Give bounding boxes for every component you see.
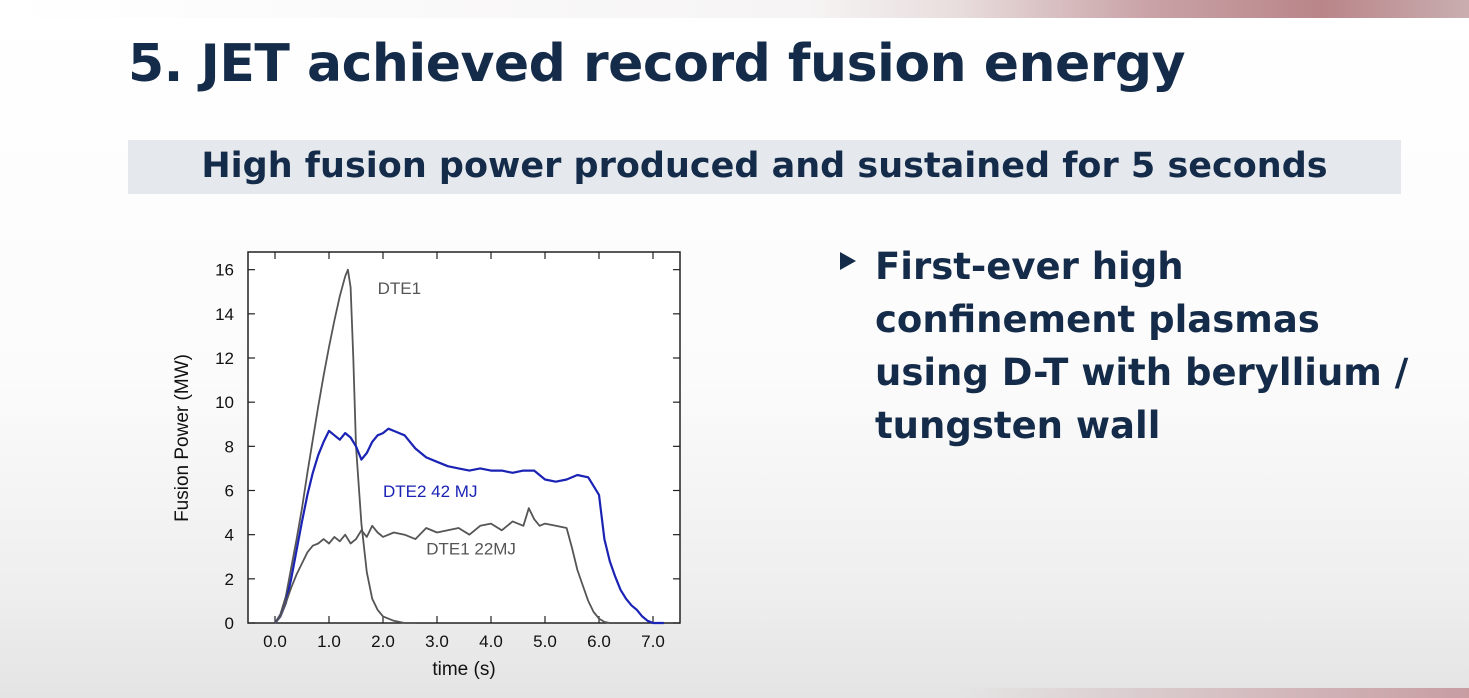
top-decorative-band <box>0 0 1469 18</box>
y-tick-label: 12 <box>215 349 234 368</box>
slide-subtitle: High fusion power produced and sustained… <box>201 146 1328 186</box>
annotations: DTE1 DTE2 42 MJ DTE1 22MJ <box>378 279 516 559</box>
x-tick-label: 4.0 <box>479 632 503 651</box>
y-ticks: 0 2 4 6 8 10 12 14 16 <box>215 261 680 633</box>
x-axis-label: time (s) <box>432 659 495 680</box>
x-tick-label: 7.0 <box>641 632 665 651</box>
fusion-power-chart: 0 2 4 6 8 10 12 14 16 0.0 1.0 2.0 3.0 4.0 5.0 6.0 7.0 D… <box>160 240 700 689</box>
y-tick-label: 0 <box>225 614 234 633</box>
series-line-0 <box>274 268 416 624</box>
y-tick-label: 10 <box>215 393 234 412</box>
series-line-1 <box>274 427 664 625</box>
series-label-2: DTE1 22MJ <box>426 540 516 559</box>
bullet-triangle-icon <box>840 252 856 270</box>
y-tick-label: 8 <box>225 437 234 456</box>
x-ticks: 0.0 1.0 2.0 3.0 4.0 5.0 6.0 7.0 <box>263 252 665 651</box>
x-tick-label: 0.0 <box>263 632 287 651</box>
bottom-decorative-band <box>960 688 1469 698</box>
series-label-1: DTE2 42 MJ <box>383 482 477 501</box>
x-tick-label: 5.0 <box>533 632 557 651</box>
plot-frame <box>247 251 681 624</box>
y-tick-label: 16 <box>215 261 234 280</box>
series-line-2 <box>274 507 610 624</box>
subtitle-bar: High fusion power produced and sustained… <box>128 140 1401 194</box>
y-tick-label: 6 <box>225 482 234 501</box>
x-tick-label: 3.0 <box>425 632 449 651</box>
x-tick-label: 6.0 <box>587 632 611 651</box>
y-tick-label: 4 <box>225 526 234 545</box>
y-axis-label: Fusion Power (MW) <box>172 354 193 522</box>
chart-svg: 0 2 4 6 8 10 12 14 16 0.0 1.0 2.0 3.0 4.0 5.0 6.0 7.0 D… <box>172 251 681 680</box>
y-tick-label: 14 <box>215 305 234 324</box>
y-tick-label: 2 <box>225 570 234 589</box>
series-label-0: DTE1 <box>378 279 421 298</box>
bullet-text: First-ever high confinement plasmas usin… <box>875 245 1409 447</box>
series-lines <box>274 268 664 625</box>
x-tick-label: 2.0 <box>371 632 395 651</box>
slide-title: 5. JET achieved record fusion energy <box>128 34 1186 94</box>
x-tick-label: 1.0 <box>317 632 341 651</box>
